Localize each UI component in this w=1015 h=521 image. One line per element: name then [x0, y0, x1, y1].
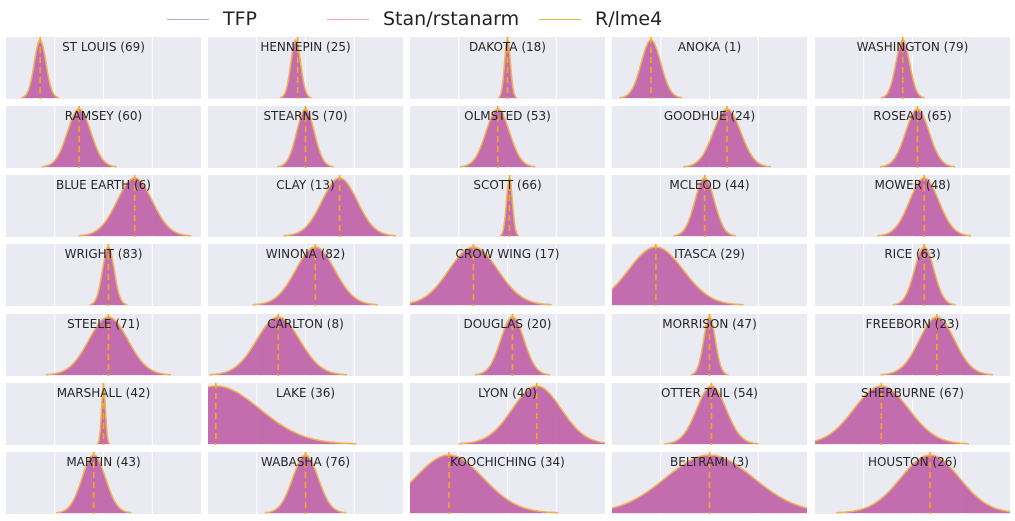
panel-title: FREEBORN (23) — [866, 317, 960, 331]
panel-title: RICE (63) — [884, 247, 940, 261]
panel: STEARNS (70) — [208, 106, 403, 168]
panel: BELTRAMI (3) — [611, 452, 808, 514]
panel: HOUSTON (26) — [815, 452, 1011, 514]
panel: ITASCA (29) — [611, 244, 807, 306]
panel-title: SCOTT (66) — [473, 178, 541, 192]
panel: MCLEOD (44) — [612, 175, 807, 237]
panel-title: OLMSTED (53) — [464, 109, 551, 123]
panel-title: CARLTON (8) — [267, 317, 344, 331]
panel: WINONA (82) — [208, 244, 403, 306]
density-fill — [410, 455, 559, 513]
legend-line-lme4 — [539, 18, 581, 20]
lme4-curve — [409, 246, 552, 306]
panel-title: OTTER TAIL (54) — [661, 386, 758, 400]
panel: WASHINGTON (79) — [815, 37, 1010, 99]
panel-title: DOUGLAS (20) — [463, 317, 551, 331]
panel: FREEBORN (23) — [815, 314, 1010, 376]
panel-title: STEARNS (70) — [263, 109, 347, 123]
panel-title: SHERBURNE (67) — [861, 386, 964, 400]
panel-title: WINONA (82) — [266, 247, 345, 261]
panel: LAKE (36) — [207, 383, 403, 445]
legend-label-tfp: TFP — [223, 8, 257, 30]
panel-title: ITASCA (29) — [674, 247, 745, 261]
panel-title: MARSHALL (42) — [57, 386, 151, 400]
lme4-curve — [207, 385, 357, 445]
legend-item-tfp: TFP — [167, 8, 257, 30]
panel-title: STEELE (71) — [67, 317, 140, 331]
panel-title: WABASHA (76) — [261, 455, 350, 469]
panel: MARTIN (43) — [6, 452, 201, 514]
panel: DOUGLAS (20) — [410, 314, 605, 376]
panel-title: HENNEPIN (25) — [260, 40, 350, 54]
density-fill — [208, 386, 357, 444]
panel-title: MCLEOD (44) — [669, 178, 749, 192]
panel: RAMSEY (60) — [6, 106, 201, 168]
panel: ROSEAU (65) — [815, 106, 1010, 168]
legend-line-tfp — [167, 18, 209, 20]
density-fill — [815, 386, 969, 444]
panel-title: LYON (40) — [478, 386, 537, 400]
panel-title: MARTIN (43) — [66, 455, 140, 469]
panel: MORRISON (47) — [612, 314, 807, 376]
panel-title: BLUE EARTH (6) — [56, 178, 151, 192]
panel-title: ROSEAU (65) — [873, 109, 951, 123]
panel-title: ST LOUIS (69) — [62, 40, 145, 54]
panel: CARLTON (8) — [208, 314, 403, 376]
panel: OLMSTED (53) — [410, 106, 605, 168]
panel: SHERBURNE (67) — [814, 383, 1010, 445]
panel: WRIGHT (83) — [6, 244, 201, 306]
panel: BLUE EARTH (6) — [6, 175, 201, 237]
density-fill — [410, 247, 552, 305]
legend-item-lme4: R/lme4 — [539, 8, 662, 30]
panel: OTTER TAIL (54) — [612, 383, 807, 445]
legend: TFP Stan/rstanarm R/lme4 — [0, 0, 1015, 36]
panel: RICE (63) — [815, 244, 1010, 306]
legend-line-stan — [327, 18, 369, 20]
panel: MOWER (48) — [815, 175, 1010, 237]
panel: MARSHALL (42) — [6, 383, 201, 445]
density-fill — [458, 386, 605, 444]
panel: HENNEPIN (25) — [208, 37, 403, 99]
panel-title: DAKOTA (18) — [469, 40, 546, 54]
panel-title: BELTRAMI (3) — [670, 455, 749, 469]
panel-title: LAKE (36) — [276, 386, 335, 400]
panel-title: ANOKA (1) — [678, 40, 741, 54]
panel: LYON (40) — [410, 383, 606, 445]
panel: SCOTT (66) — [410, 175, 605, 237]
legend-label-lme4: R/lme4 — [595, 8, 663, 30]
panel: CROW WING (17) — [409, 244, 605, 306]
density-fill — [612, 247, 744, 305]
panel-title: MOWER (48) — [874, 178, 950, 192]
panel-title: KOOCHICHING (34) — [450, 455, 565, 469]
panel: STEELE (71) — [6, 314, 201, 376]
lme4-curve — [836, 454, 1011, 514]
lme4-curve — [814, 385, 969, 445]
panel-title: RAMSEY (60) — [65, 109, 142, 123]
lme4-curve — [458, 385, 606, 445]
panel-title: HOUSTON (26) — [868, 455, 957, 469]
panel: GOODHUE (24) — [612, 106, 807, 168]
lme4-curve — [611, 246, 744, 306]
panel-title: GOODHUE (24) — [664, 109, 755, 123]
panel-title: CLAY (13) — [276, 178, 334, 192]
panel: KOOCHICHING (34) — [409, 452, 605, 514]
lme4-curve — [409, 454, 559, 514]
panel: WABASHA (76) — [208, 452, 403, 514]
legend-label-stan: Stan/rstanarm — [383, 8, 520, 30]
panel-title: MORRISON (47) — [662, 317, 757, 331]
legend-item-stan: Stan/rstanarm — [327, 8, 519, 30]
panel: DAKOTA (18) — [410, 37, 605, 99]
lme4-curve — [279, 39, 312, 99]
density-fill — [836, 455, 1010, 513]
panel-title: WASHINGTON (79) — [857, 40, 969, 54]
panel: CLAY (13) — [208, 175, 403, 237]
panel-title: CROW WING (17) — [456, 247, 560, 261]
panel: ANOKA (1) — [612, 37, 807, 99]
panel-title: WRIGHT (83) — [65, 247, 143, 261]
panel: ST LOUIS (69) — [6, 37, 201, 99]
